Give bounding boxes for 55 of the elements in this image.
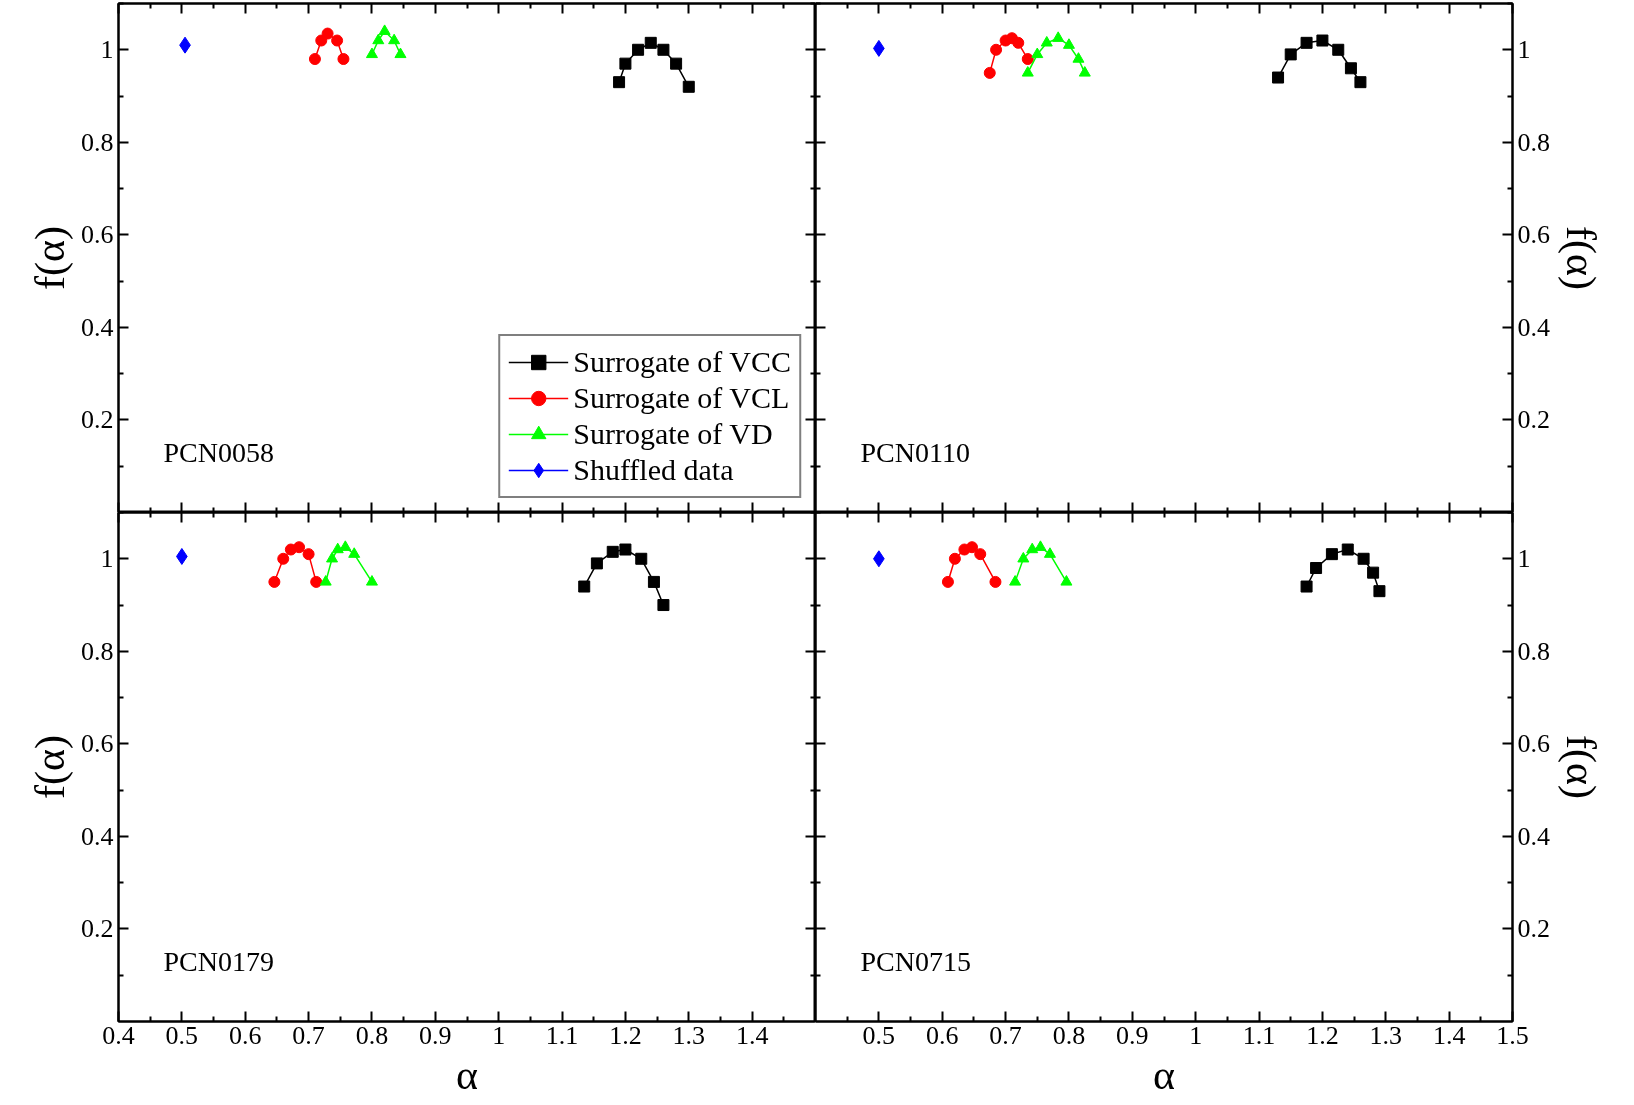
y-tick-label: 0.8 [81, 127, 114, 157]
x-tick-label: 1.3 [1369, 1020, 1403, 1050]
x-tick-label: 1.1 [545, 1020, 579, 1050]
y-tick-label: 0.6 [1517, 729, 1550, 759]
x-tick-label: 0.5 [862, 1020, 896, 1050]
x-tick-label: 1.4 [1432, 1020, 1466, 1050]
x-axis-title: α [1153, 1051, 1176, 1098]
y-axis-title: f(α) [1557, 735, 1604, 799]
x-tick-label: 0.9 [419, 1020, 452, 1050]
y-tick-label: 0.2 [81, 405, 114, 435]
y-tick-label: 1 [1517, 35, 1531, 65]
y-tick-label: 0.8 [1517, 127, 1550, 157]
annotation: PCN0058 [163, 436, 274, 468]
legend-label: Shuffled data [573, 452, 734, 488]
y-tick-label: 0.6 [1517, 220, 1550, 250]
y-tick-label: 0.2 [81, 914, 114, 944]
x-tick-label: 1 [492, 1020, 506, 1050]
x-axis-title: α [456, 1051, 479, 1098]
y-tick-label: 0.4 [81, 312, 114, 342]
y-tick-label: 0.2 [1517, 405, 1550, 435]
y-tick-label: 1 [100, 35, 114, 65]
x-tick-label: 1 [1189, 1020, 1203, 1050]
x-tick-label: 1.4 [735, 1020, 769, 1050]
y-axis-title: f(α) [1557, 226, 1604, 290]
x-tick-label: 0.7 [989, 1020, 1022, 1050]
annotation: PCN0110 [860, 436, 970, 468]
x-tick-label: 0.8 [355, 1020, 389, 1050]
y-tick-label: 0.4 [81, 821, 114, 851]
y-tick-label: 0.8 [1517, 636, 1550, 666]
x-tick-label: 0.7 [292, 1020, 325, 1050]
y-tick-label: 0.2 [1517, 914, 1550, 944]
x-tick-label: 0.6 [925, 1020, 959, 1050]
annotation: PCN0715 [860, 945, 971, 977]
x-tick-label: 1.2 [609, 1020, 642, 1050]
y-tick-label: 1 [1517, 544, 1531, 574]
x-tick-label: 1.5 [1496, 1020, 1529, 1050]
x-tick-label: 0.9 [1116, 1020, 1149, 1050]
legend-label: Surrogate of VCL [573, 380, 790, 416]
y-tick-label: 0.8 [81, 636, 114, 666]
x-tick-label: 1.1 [1242, 1020, 1276, 1050]
y-tick-label: 0.6 [81, 220, 114, 250]
annotation: PCN0179 [163, 945, 274, 977]
y-tick-label: 0.4 [1517, 312, 1550, 342]
y-axis-title: f(α) [27, 735, 74, 799]
x-tick-label: 1.3 [672, 1020, 706, 1050]
legend-label: Surrogate of VD [573, 416, 773, 452]
x-tick-label: 1.2 [1306, 1020, 1339, 1050]
y-tick-label: 0.6 [81, 729, 114, 759]
y-tick-label: 0.4 [1517, 821, 1550, 851]
x-tick-label: 0.8 [1052, 1020, 1086, 1050]
x-tick-label: 0.5 [165, 1020, 199, 1050]
y-tick-label: 1 [100, 544, 114, 574]
x-tick-label: 0.6 [228, 1020, 262, 1050]
legend-label: Surrogate of VCC [573, 344, 791, 380]
y-axis-title: f(α) [27, 226, 74, 290]
